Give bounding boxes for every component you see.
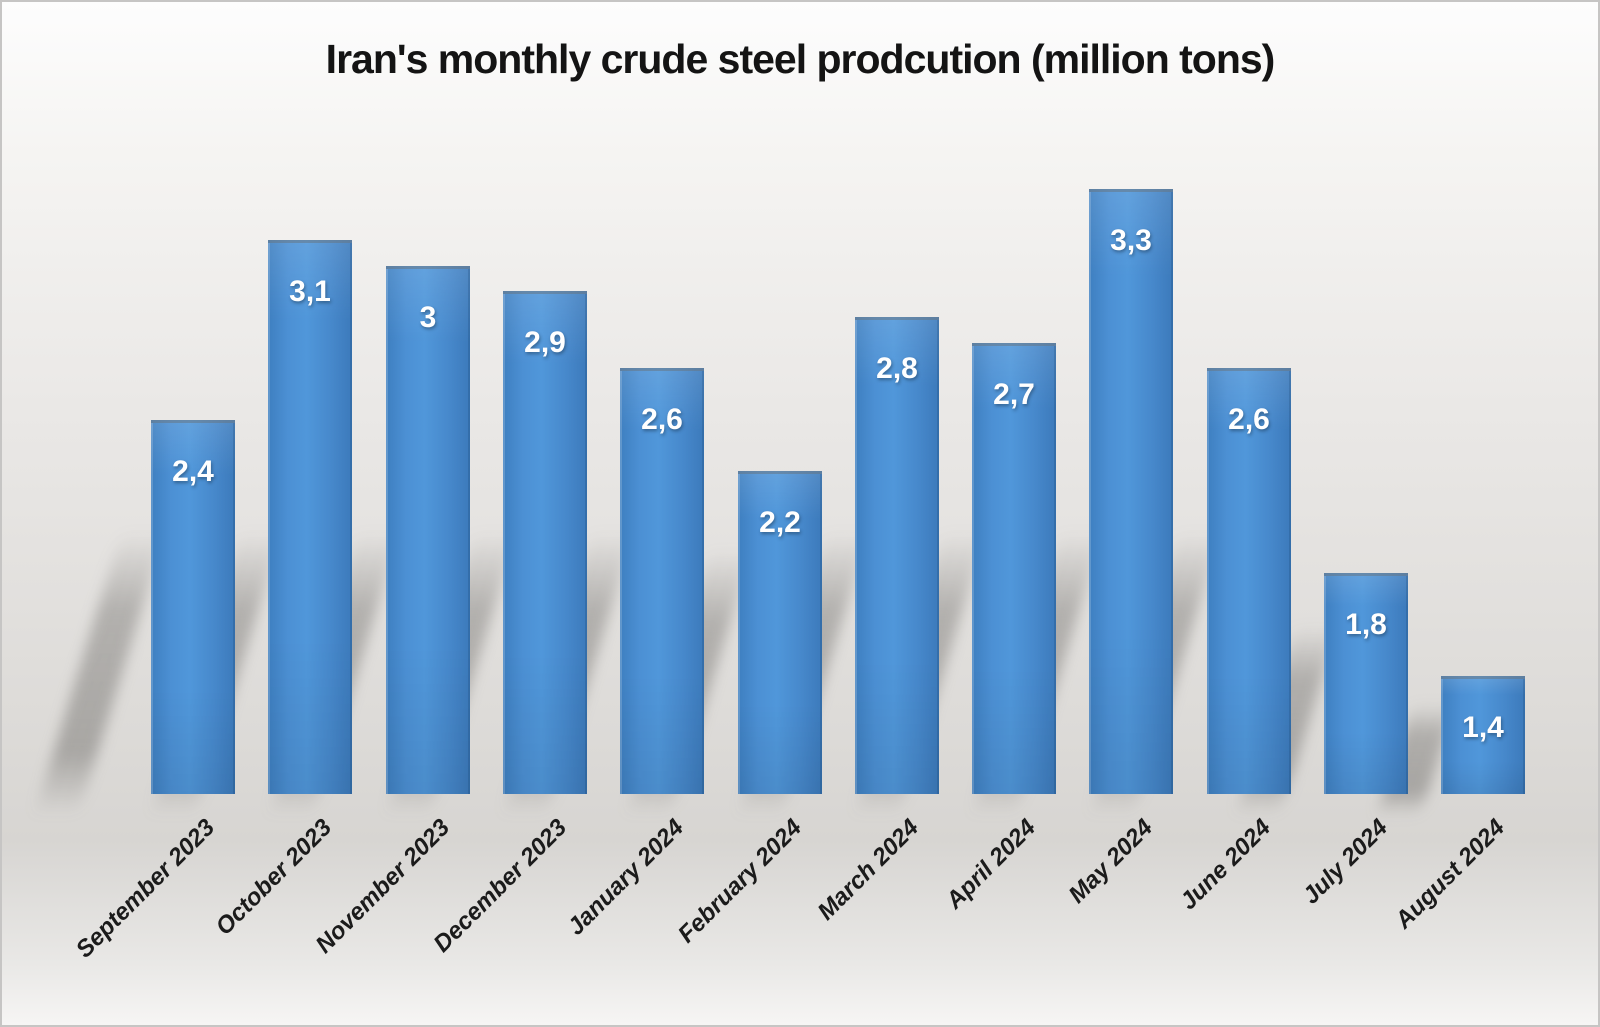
bar-value-label: 1,4	[1462, 711, 1504, 744]
bar-december-2023: 2,9	[503, 291, 587, 794]
bar-value-label: 2,6	[1228, 403, 1270, 436]
bar-january-2024: 2,6	[620, 368, 704, 794]
bar-value-label: 2,6	[641, 403, 683, 436]
bar-october-2023: 3,1	[268, 240, 352, 794]
bar-june-2024: 2,6	[1207, 368, 1291, 794]
bar-april-2024: 2,7	[972, 343, 1056, 794]
bar-value-label: 3,3	[1110, 224, 1152, 257]
chart-title: Iran's monthly crude steel prodcution (m…	[325, 36, 1276, 82]
bar-july-2024: 1,8	[1324, 573, 1408, 794]
x-axis-label-september-2023: September 2023	[70, 814, 221, 964]
bar-value-label: 2,8	[876, 352, 918, 385]
bar-september-2023: 2,4	[151, 420, 235, 794]
bar-august-2024: 1,4	[1441, 676, 1525, 794]
bar-value-label: 1,8	[1345, 608, 1387, 641]
bar-value-label: 2,7	[993, 378, 1035, 411]
bar-may-2024: 3,3	[1089, 189, 1173, 794]
bar-value-label: 3	[419, 301, 437, 334]
bar-november-2023: 3	[386, 266, 470, 794]
bar-march-2024: 2,8	[855, 317, 939, 794]
bar-value-label: 3,1	[289, 275, 331, 308]
bar-february-2024: 2,2	[738, 471, 822, 794]
bar-value-label: 2,9	[524, 326, 566, 359]
bar-value-label: 2,2	[759, 506, 801, 539]
bar-value-label: 2,4	[172, 455, 214, 488]
